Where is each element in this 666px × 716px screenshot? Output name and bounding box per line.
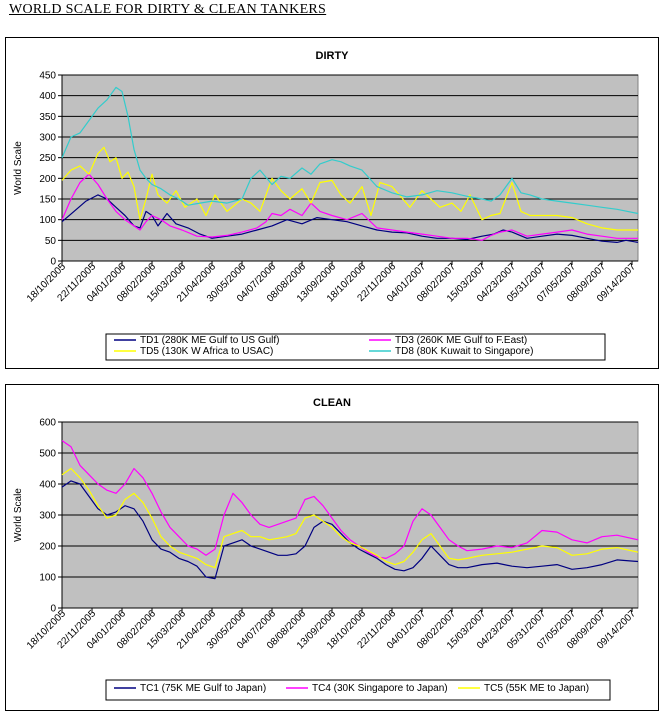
chart-title: CLEAN (313, 397, 351, 409)
clean-chart-panel: CLEAN 0 100 200 300 400 500 600 World Scale 18/10… (5, 384, 659, 711)
y-tick-label: 500 (39, 449, 56, 460)
y-tick-label: 200 (39, 174, 56, 185)
dirty-chart-panel: DIRTY 0 50 100 150 200 250 300 350 400 450 World Sc… (5, 37, 659, 369)
legend-label: TD1 (280K ME Gulf to US Gulf) (140, 335, 280, 346)
legend-label: TC5 (55K ME to Japan) (484, 683, 589, 694)
legend-label: TC4 (30K Singapore to Japan) (312, 683, 448, 694)
series-line-3 (61, 146, 638, 231)
series-line-1 (61, 480, 639, 580)
y-tick-label: 0 (50, 604, 56, 615)
legend (105, 679, 611, 701)
y-axis-label: World Scale (13, 488, 24, 542)
y-tick-label: 100 (39, 573, 56, 584)
y-tick-label: 50 (45, 236, 57, 247)
legend (105, 333, 606, 361)
y-tick-label: 450 (39, 71, 56, 82)
y-tick-label: 600 (39, 418, 56, 429)
y-tick-label: 0 (50, 257, 56, 268)
y-tick-label: 200 (39, 542, 56, 553)
y-tick-label: 250 (39, 153, 56, 164)
y-tick-label: 350 (39, 112, 56, 123)
dirty-chart: DIRTY 0 50 100 150 200 250 300 350 400 450 World Sc… (13, 50, 639, 361)
y-axis-label: World Scale (13, 141, 24, 195)
legend-label: TD5 (130K W Africa to USAC) (140, 346, 273, 357)
y-tick-label: 400 (39, 480, 56, 491)
series-line-1 (61, 194, 639, 243)
series-line-3 (61, 467, 639, 569)
page-title: WORLD SCALE FOR DIRTY & CLEAN TANKERS (9, 2, 327, 17)
y-tick-label: 150 (39, 195, 56, 206)
y-tick-label: 300 (39, 133, 56, 144)
y-tick-label: 400 (39, 91, 56, 102)
series-line-4 (61, 86, 639, 215)
legend-label: TC1 (75K ME Gulf to Japan) (140, 683, 266, 694)
plot-area (61, 74, 639, 262)
y-tick-label: 100 (39, 215, 56, 226)
y-tick-label: 300 (39, 511, 56, 522)
series-line-2 (61, 440, 639, 559)
chart-title: DIRTY (316, 50, 350, 62)
legend-label: TD8 (80K Kuwait to Singapore) (395, 346, 533, 357)
legend-label: TD3 (260K ME Gulf to F.East) (395, 335, 527, 346)
series-line-2 (61, 173, 638, 241)
